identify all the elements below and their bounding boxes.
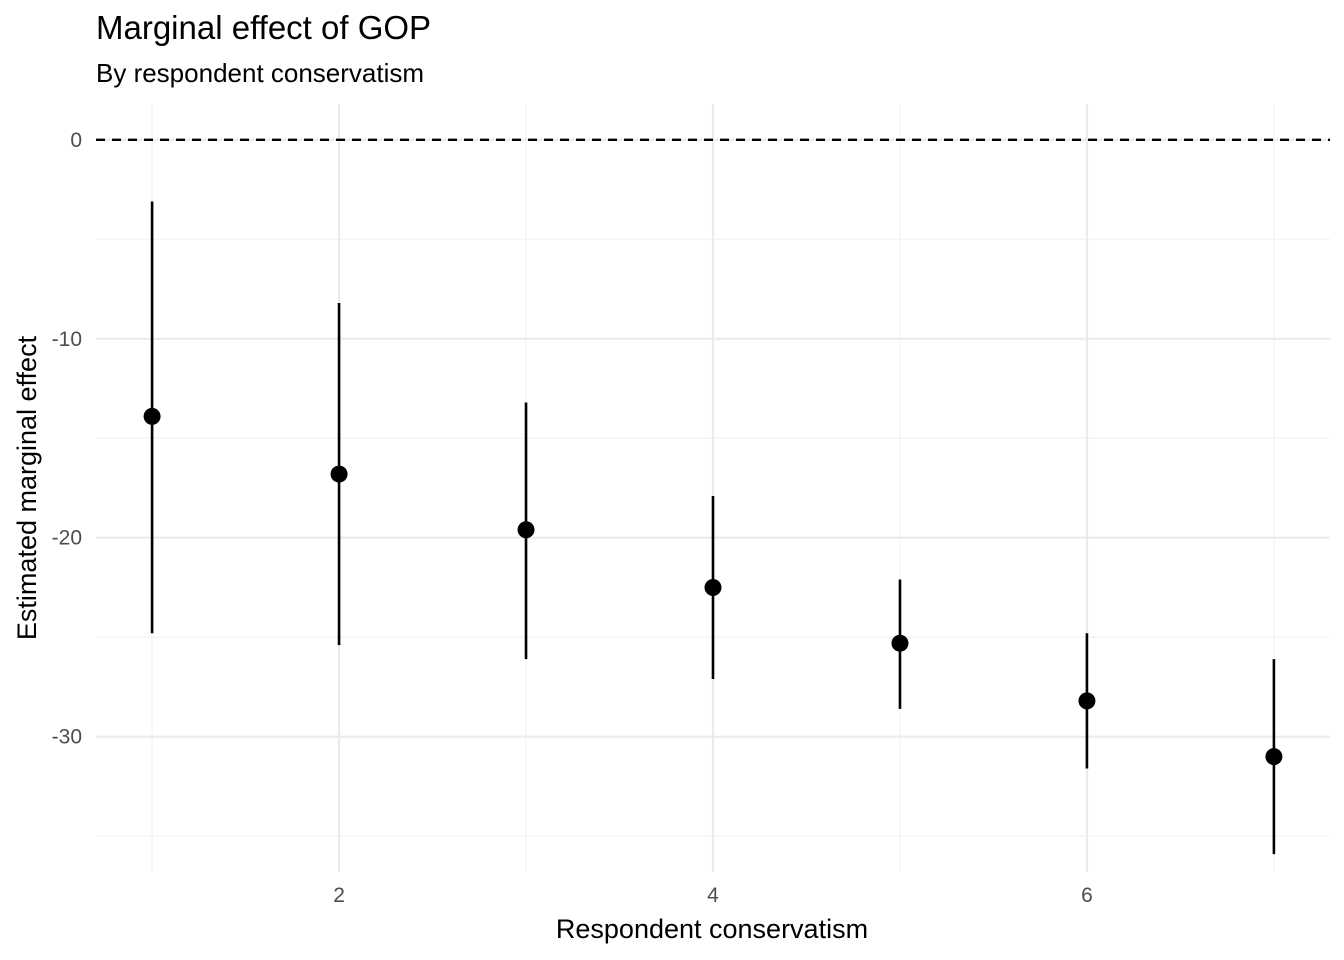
point-7 [1265, 748, 1283, 766]
major-gridlines [96, 104, 1330, 872]
y-tick-label: -30 [52, 726, 82, 749]
y-tick-label: -10 [52, 328, 82, 351]
chart-title: Marginal effect of GOP [96, 9, 431, 46]
y-tick-label: -20 [52, 527, 82, 550]
x-axis-tick-labels: 2 4 6 [333, 884, 1093, 907]
x-tick-label: 4 [707, 884, 719, 907]
point-1 [143, 407, 161, 425]
point-4 [704, 578, 722, 596]
chart-subtitle: By respondent conservatism [96, 58, 424, 88]
point-2 [330, 465, 348, 483]
x-axis-title: Respondent conservatism [556, 914, 868, 944]
point-6 [1078, 692, 1096, 710]
y-axis-tick-labels: 0 -10 -20 -30 [52, 129, 82, 749]
y-axis-title: Estimated marginal effect [12, 335, 42, 640]
x-tick-label: 2 [333, 884, 345, 907]
point-estimates [143, 407, 1283, 766]
x-tick-label: 6 [1081, 884, 1093, 907]
y-tick-label: 0 [70, 129, 82, 152]
point-5 [891, 634, 909, 652]
point-3 [517, 521, 535, 539]
